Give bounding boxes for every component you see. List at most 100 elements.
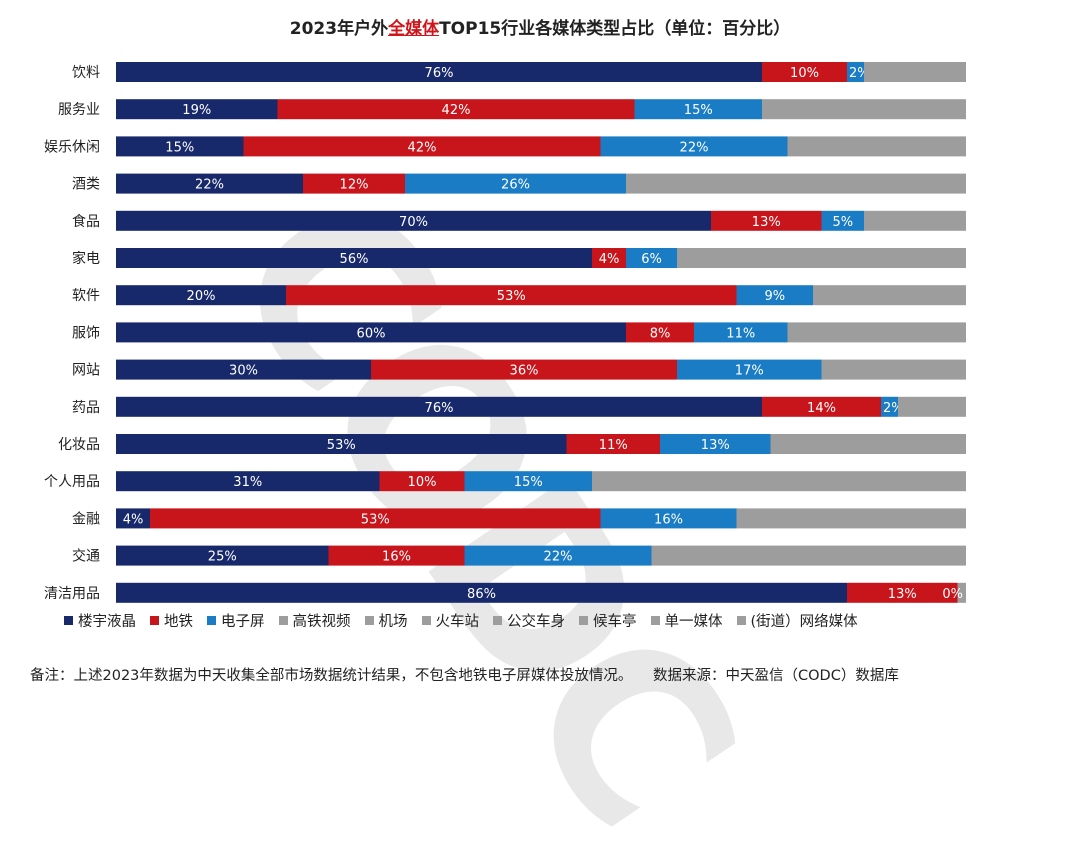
legend-swatch <box>64 616 73 625</box>
legend-label: 候车亭 <box>593 614 637 630</box>
data-label: 22% <box>195 178 224 193</box>
bar-segment <box>116 285 286 306</box>
bar-segment <box>626 322 694 343</box>
data-label: 5% <box>832 215 853 230</box>
bar-segment <box>821 210 864 231</box>
bar-segment <box>626 173 966 194</box>
data-label: 22% <box>680 140 709 155</box>
bar-segment <box>600 136 788 157</box>
data-label: 30% <box>229 364 258 379</box>
category-label: 家电 <box>72 250 100 267</box>
data-label: 26% <box>501 178 530 193</box>
category-label: 酒类 <box>72 177 100 193</box>
bar-segment <box>116 210 711 231</box>
bar-segment <box>405 173 626 194</box>
legend-swatch <box>207 616 216 625</box>
legend-item: 地铁 <box>150 610 193 631</box>
bar-segment <box>864 210 966 231</box>
bar-segment <box>762 396 881 417</box>
bar-segment <box>660 434 771 454</box>
data-label: 70% <box>399 215 428 230</box>
end-label: 0% <box>942 587 963 602</box>
category-label: 饮料 <box>72 65 100 81</box>
bar-segment <box>736 285 813 306</box>
legend-item: 候车亭 <box>579 610 637 631</box>
bar-segment <box>116 99 278 120</box>
bar-segment <box>813 285 966 306</box>
data-label: 15% <box>514 475 543 490</box>
legend-swatch <box>736 616 746 625</box>
data-label: 22% <box>544 550 573 565</box>
data-label: 86% <box>467 587 496 602</box>
data-label: 11% <box>726 326 755 341</box>
bar-segment <box>116 136 244 157</box>
bar-segment <box>116 248 592 268</box>
legend-swatch <box>493 616 502 625</box>
bar-segment <box>116 396 762 417</box>
bar-segment <box>694 322 788 343</box>
bar-segment <box>600 508 737 529</box>
category-label: 金融 <box>72 511 100 527</box>
data-label: 36% <box>510 364 539 379</box>
bar-segment <box>379 471 465 492</box>
bar-segment <box>277 99 635 120</box>
legend-label: 电子屏 <box>221 614 265 630</box>
legend-swatch <box>579 616 588 625</box>
category-label: 个人用品 <box>44 474 100 490</box>
data-label: 4% <box>123 512 144 527</box>
bar-segment <box>116 62 762 82</box>
stacked-bar-chart: 饮料 76% 10% 2%服务业 19% 42% 15%娱乐休闲 15% 42% 22%酒类 22%… <box>44 62 966 603</box>
data-label: 13% <box>752 215 781 230</box>
bar-segment <box>592 248 626 268</box>
data-label: 12% <box>340 178 369 193</box>
bar-segment <box>864 62 966 82</box>
data-label: 13% <box>701 438 730 453</box>
footnote: 备注：上述2023年数据为中天收集全部市场数据统计结果，不包含地铁电子屏媒体投放… <box>30 664 915 685</box>
data-label: 76% <box>425 66 454 81</box>
bar-segment <box>736 508 966 529</box>
data-label: 31% <box>233 475 262 490</box>
bar-segment <box>651 545 966 566</box>
bar-segment <box>371 359 677 380</box>
legend-item: 电子屏 <box>207 610 265 631</box>
bar-segment <box>847 582 958 603</box>
legend-label: (街道）网络媒体 <box>750 614 858 630</box>
bar-segment <box>464 545 652 566</box>
footnote-note: 备注：上述2023年数据为中天收集全部市场数据统计结果，不包含地铁电子屏媒体投放… <box>30 668 633 684</box>
bar-segment <box>150 508 601 529</box>
data-label: 4% <box>599 252 620 267</box>
bar-segment <box>464 471 592 492</box>
bar-segment <box>787 136 966 157</box>
legend-swatch <box>364 616 374 625</box>
legend-label: 公交车身 <box>507 614 565 630</box>
legend-swatch <box>150 616 159 625</box>
legend-item: 高铁视频 <box>278 610 351 631</box>
data-label: 76% <box>425 401 454 416</box>
data-label: 13% <box>888 587 917 602</box>
bar-segment <box>116 359 371 380</box>
category-label: 服饰 <box>72 325 100 341</box>
data-label: 16% <box>382 550 411 565</box>
footnote-source: 数据来源：中天盈信（CODC）数据库 <box>653 668 899 684</box>
bar-segment <box>116 434 567 454</box>
legend-item: 火车站 <box>421 610 479 631</box>
data-label: 16% <box>654 512 683 527</box>
legend-item: 公交车身 <box>493 610 565 631</box>
bar-segment <box>677 248 966 268</box>
legend-item: 机场 <box>364 610 408 631</box>
bar-segment <box>847 62 864 82</box>
data-label: 53% <box>327 438 356 453</box>
bar-segment <box>303 173 405 194</box>
legend: 楼宇液晶 地铁 电子屏 高铁视频 机场 火车站 公交车身 候车亭 单一媒体 (街道）网络媒体 <box>64 610 872 631</box>
bar-segment <box>116 508 150 529</box>
data-label: 9% <box>764 289 785 304</box>
bar-segment <box>762 62 847 82</box>
legend-label: 机场 <box>378 614 408 630</box>
data-label: 60% <box>357 326 386 341</box>
data-label: 15% <box>684 103 713 118</box>
bar-segment <box>116 322 626 343</box>
data-label: 10% <box>790 66 819 81</box>
legend-swatch <box>650 616 660 625</box>
bar-segment <box>677 359 822 380</box>
bar-segment <box>328 545 465 566</box>
